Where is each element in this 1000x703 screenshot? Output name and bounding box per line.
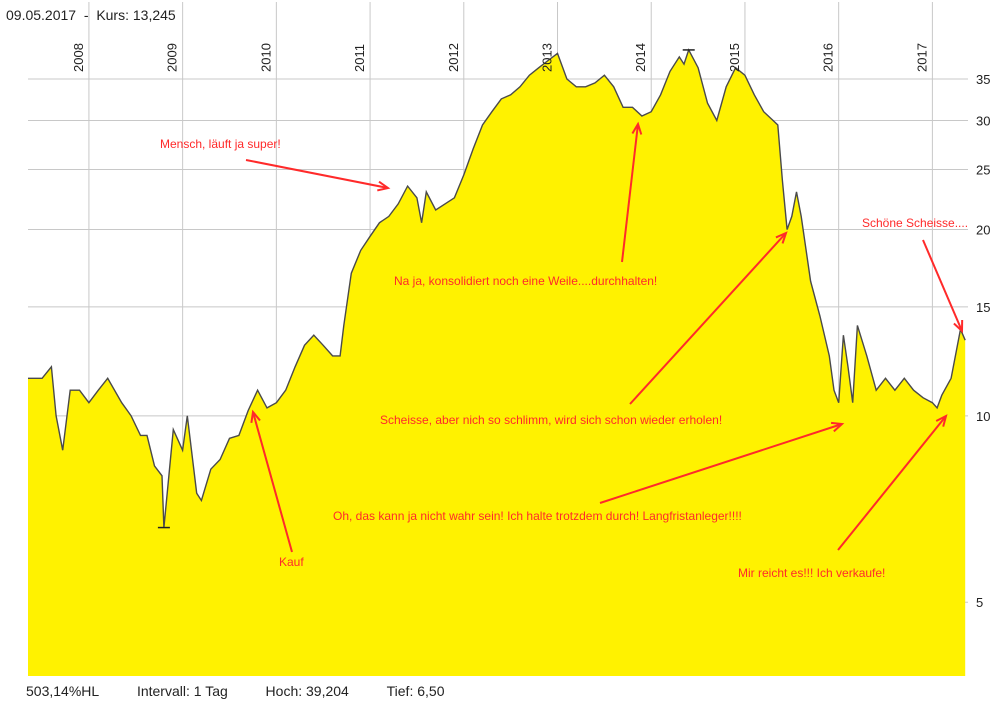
x-tick-label: 2009 bbox=[165, 43, 180, 72]
annotation-arrowhead bbox=[631, 121, 643, 135]
x-tick-label: 2014 bbox=[633, 43, 648, 72]
y-tick-label: 35 bbox=[976, 72, 990, 87]
price-line bbox=[28, 48, 966, 528]
y-tick-label: 10 bbox=[976, 409, 990, 424]
annotation-arrowhead bbox=[935, 414, 948, 427]
x-tick-label: 2011 bbox=[352, 44, 367, 72]
interval-label: Intervall: bbox=[136, 683, 190, 699]
annotation-arrowhead bbox=[953, 319, 964, 334]
annotation-text: Mir reicht es!!! Ich verkaufe! bbox=[738, 566, 885, 580]
price-area bbox=[28, 48, 966, 676]
x-tick-label: 2013 bbox=[540, 43, 555, 72]
chart-footer: 503,14%HL Intervall: 1 Tag Hoch: 39,204 … bbox=[26, 683, 444, 699]
annotation-arrow bbox=[621, 123, 639, 263]
annotation-arrow bbox=[245, 159, 389, 189]
annotation-text: Oh, das kann ja nicht wahr sein! Ich hal… bbox=[333, 509, 742, 523]
annotations: Mensch, läuft ja super! Na ja, konsolidi… bbox=[160, 121, 968, 580]
annotation-arrow bbox=[837, 415, 947, 551]
y-tick-label: 30 bbox=[976, 113, 990, 128]
header-separator: - bbox=[83, 7, 89, 23]
x-tick-label: 2010 bbox=[258, 43, 273, 72]
annotation-text: Scheisse, aber nich so schlimm, wird sic… bbox=[380, 413, 722, 427]
price-value: 13,245 bbox=[132, 7, 176, 23]
x-tick-label: 2012 bbox=[446, 43, 461, 72]
x-tick-label: 2015 bbox=[727, 43, 742, 72]
annotation-arrowhead bbox=[250, 409, 261, 424]
interval-value: 1 Tag bbox=[193, 683, 228, 699]
price-area-fill bbox=[28, 49, 966, 676]
x-tick-label: 2017 bbox=[914, 43, 929, 72]
annotation-text: Na ja, konsolidiert noch eine Weile....d… bbox=[394, 274, 657, 288]
annotation-arrowhead bbox=[377, 180, 391, 192]
annotation-arrowhead bbox=[775, 231, 788, 244]
annotation-text: Schöne Scheisse.... bbox=[862, 216, 968, 230]
annotation-text: Mensch, läuft ja super! bbox=[160, 137, 281, 151]
axis-ticks: 2008 2009 2010 2011 2012 2013 2014 2015 2016 2017… bbox=[71, 43, 991, 610]
annotation-text: Kauf bbox=[279, 555, 304, 569]
annotation-arrow bbox=[252, 411, 293, 553]
x-tick-label: 2008 bbox=[71, 43, 86, 72]
annotation-arrow bbox=[629, 232, 787, 405]
performance-value: 503,14%HL bbox=[26, 683, 100, 699]
price-label: Kurs: bbox=[96, 7, 129, 23]
y-tick-label: 25 bbox=[976, 162, 990, 177]
y-tick-label: 20 bbox=[976, 222, 990, 237]
y-tick-label: 15 bbox=[976, 300, 990, 315]
x-tick-label: 2016 bbox=[821, 43, 836, 72]
quote-date: 09.05.2017 bbox=[6, 7, 77, 23]
annotation-arrow bbox=[922, 239, 963, 332]
low-label: Tief: bbox=[386, 683, 414, 699]
high-label: Hoch: bbox=[265, 683, 303, 699]
annotation-arrow bbox=[599, 423, 843, 504]
quote-header: 09.05.2017 - Kurs: 13,245 bbox=[6, 7, 176, 23]
y-tick-label: 5 bbox=[976, 595, 983, 610]
low-value: 6,50 bbox=[417, 683, 445, 699]
high-value: 39,204 bbox=[306, 683, 349, 699]
annotation-arrowhead bbox=[830, 421, 845, 433]
